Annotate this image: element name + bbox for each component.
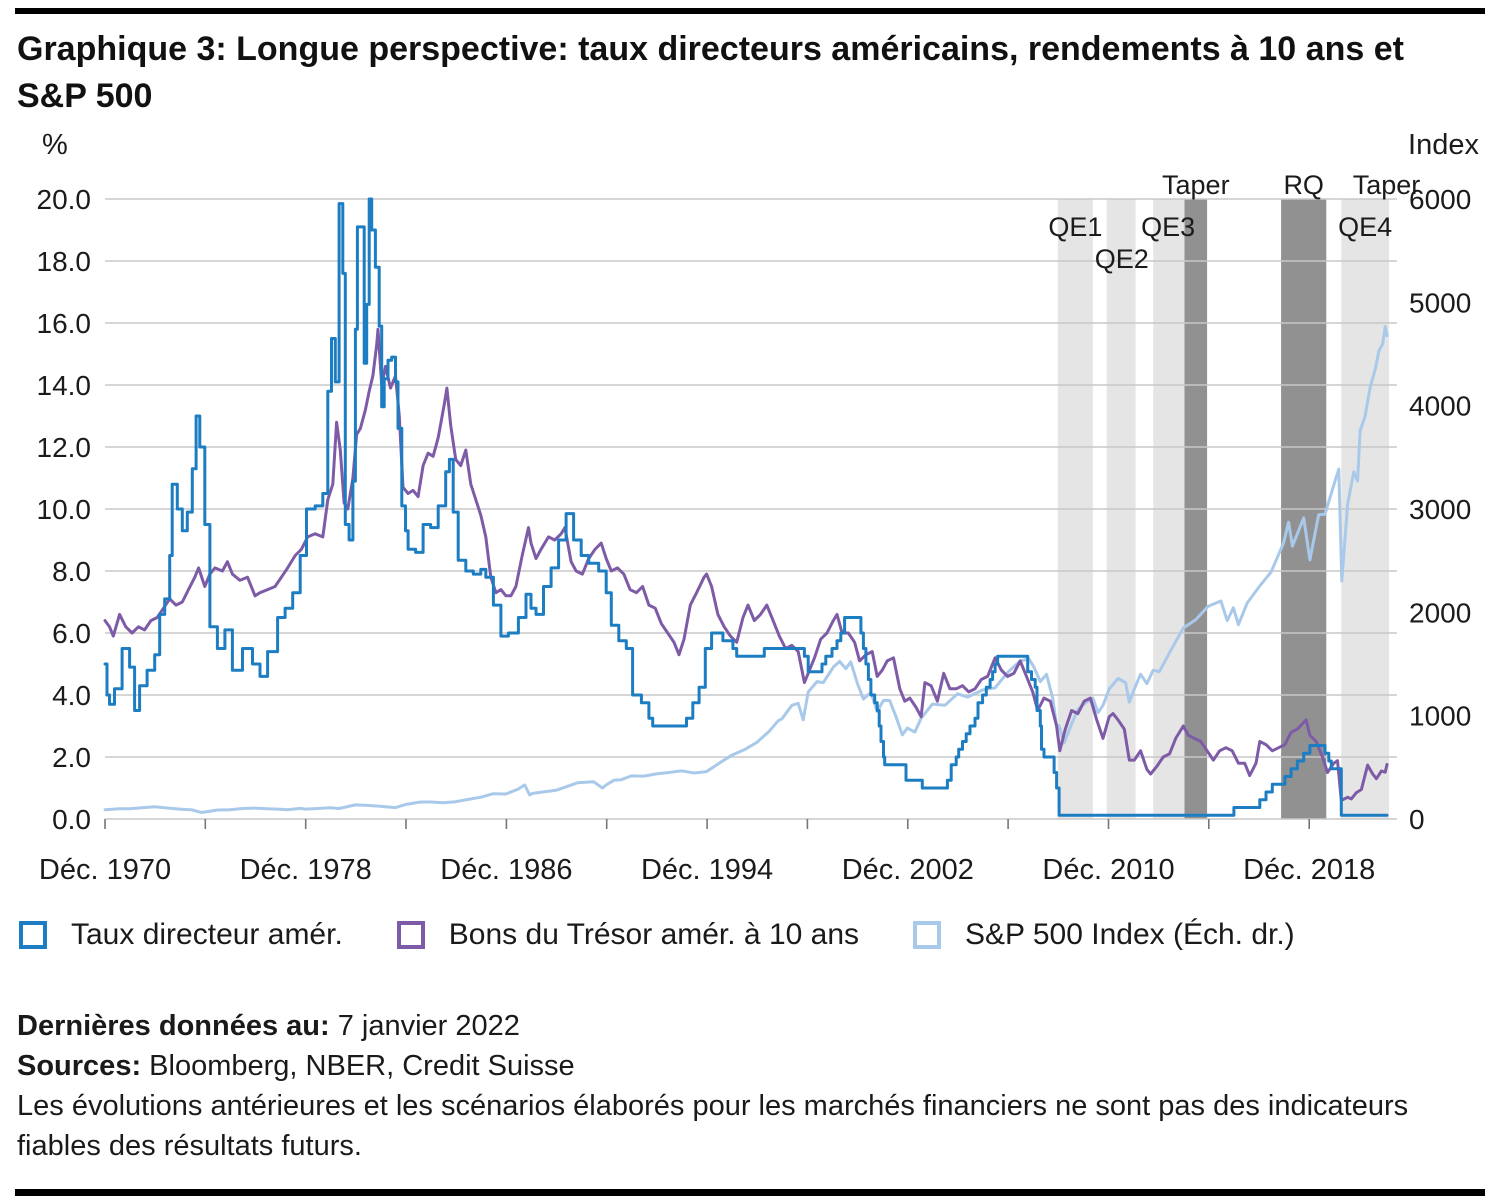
svg-text:5000: 5000	[1409, 287, 1471, 318]
sources-value: Bloomberg, NBER, Credit Suisse	[149, 1049, 575, 1082]
svg-text:2000: 2000	[1409, 597, 1471, 628]
svg-text:12.0: 12.0	[37, 432, 92, 463]
svg-text:Déc. 1986: Déc. 1986	[440, 854, 572, 886]
svg-text:Déc. 2018: Déc. 2018	[1243, 854, 1375, 886]
svg-text:1000: 1000	[1409, 700, 1471, 731]
legend-swatch	[396, 920, 425, 949]
legend-item-policy-rate: Taux directeur amér.	[19, 918, 343, 952]
bottom-rule	[15, 1189, 1485, 1196]
svg-text:%: %	[42, 129, 68, 161]
svg-text:2.0: 2.0	[52, 742, 91, 773]
last-data-label: Dernières données au:	[17, 1009, 330, 1042]
svg-text:20.0: 20.0	[37, 184, 92, 215]
legend: Taux directeur amér. Bons du Trésor amér…	[17, 918, 1483, 952]
legend-swatch	[913, 920, 942, 949]
last-data-value: 7 janvier 2022	[337, 1009, 520, 1042]
chart-canvas: % Index 0.0 2.0 4.0 6.0 8.0 10.0 12.0 14.0 16.0 18.…	[37, 129, 1480, 886]
svg-text:QE1: QE1	[1048, 212, 1102, 242]
svg-text:Déc. 1970: Déc. 1970	[39, 854, 171, 886]
svg-text:Taper: Taper	[1162, 170, 1230, 200]
report-figure: Graphique 3: Longue perspective: taux di…	[17, 30, 1483, 1166]
svg-text:4000: 4000	[1409, 390, 1471, 421]
last-data-line: Dernières données au: 7 janvier 2022	[17, 1006, 1483, 1046]
svg-text:QE4: QE4	[1338, 212, 1392, 242]
svg-text:6.0: 6.0	[52, 618, 91, 649]
svg-text:Déc. 1994: Déc. 1994	[641, 854, 773, 886]
top-rule	[15, 8, 1485, 14]
svg-text:3000: 3000	[1409, 494, 1471, 525]
svg-text:8.0: 8.0	[52, 556, 91, 587]
svg-text:Déc. 1978: Déc. 1978	[240, 854, 372, 886]
legend-label-sp500: S&P 500 Index (Éch. dr.)	[965, 917, 1295, 951]
svg-text:0.0: 0.0	[52, 804, 91, 835]
footer: Dernières données au: 7 janvier 2022 Sou…	[17, 1006, 1483, 1166]
svg-text:QE2: QE2	[1095, 244, 1149, 274]
svg-text:14.0: 14.0	[37, 370, 92, 401]
sources-line: Sources: Bloomberg, NBER, Credit Suisse	[17, 1046, 1483, 1086]
sources-label: Sources:	[17, 1049, 142, 1082]
legend-item-treasury: Bons du Trésor amér. à 10 ans	[396, 917, 860, 952]
chart-title: Graphique 3: Longue perspective: taux di…	[17, 30, 1404, 115]
svg-text:6000: 6000	[1409, 184, 1471, 215]
svg-text:18.0: 18.0	[37, 246, 92, 277]
svg-text:10.0: 10.0	[37, 494, 92, 525]
svg-text:RQ: RQ	[1283, 170, 1324, 200]
svg-text:Taper: Taper	[1353, 170, 1421, 200]
legend-label-policy-rate: Taux directeur amér.	[71, 917, 343, 951]
svg-text:4.0: 4.0	[52, 680, 91, 711]
svg-text:QE3: QE3	[1141, 212, 1195, 242]
svg-text:Déc. 2002: Déc. 2002	[842, 854, 974, 886]
legend-item-sp500: S&P 500 Index (Éch. dr.)	[913, 918, 1295, 952]
svg-text:16.0: 16.0	[37, 308, 92, 339]
legend-label-treasury: Bons du Trésor amér. à 10 ans	[448, 917, 860, 951]
svg-text:0: 0	[1409, 804, 1425, 835]
svg-text:Index: Index	[1408, 129, 1479, 161]
svg-text:Déc. 2010: Déc. 2010	[1042, 854, 1174, 886]
disclaimer: Les évolutions antérieures et les scénar…	[17, 1089, 1409, 1162]
legend-swatch	[19, 920, 47, 949]
